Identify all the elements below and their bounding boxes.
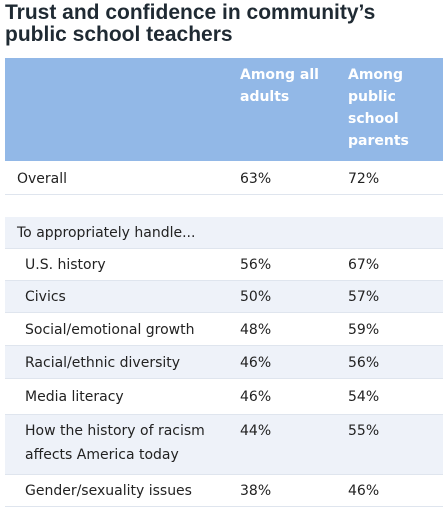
cell-value: 56% (240, 257, 272, 273)
title: Trust and confidence in community’s publ… (5, 1, 376, 46)
cell-value: 54% (348, 389, 380, 405)
table-row: Social/emotional growth 48% 59% (5, 313, 443, 346)
cell-value: 72% (348, 171, 380, 187)
row-label: Gender/sexuality issues (25, 483, 192, 499)
cell-value: 67% (348, 257, 380, 273)
table-row: Gender/sexuality issues 38% 46% (5, 475, 443, 507)
table-row: U.S. history 56% 67% (5, 249, 443, 281)
row-label: Civics (25, 289, 66, 305)
row-label: Media literacy (25, 389, 124, 405)
cell-value: 44% (240, 423, 272, 439)
table-row: Racial/ethnic diversity 46% 56% (5, 346, 443, 379)
cell-value: 50% (240, 289, 272, 305)
cell-value: 55% (348, 423, 380, 439)
row-label: Racial/ethnic diversity (25, 354, 181, 371)
section-row: To appropriately handle... (5, 217, 443, 249)
table-header: Among all adults Among public school par… (5, 58, 443, 161)
column-header: Among all adults (240, 67, 319, 105)
cell-value: 59% (348, 321, 380, 338)
section-label: To appropriately handle... (17, 225, 196, 241)
cell-value: 57% (348, 289, 380, 305)
cell-value: 46% (348, 483, 380, 499)
cell-value: 56% (348, 354, 380, 371)
column-header: Among public school parents (348, 67, 409, 149)
table-row: Media literacy 46% 54% (5, 379, 443, 415)
table-row: How the history of racism affects Americ… (5, 415, 443, 475)
row-label: Social/emotional growth (25, 321, 195, 338)
cell-value: 38% (240, 483, 272, 499)
row-label: Overall (17, 171, 68, 187)
table-row: Overall 63% 72% (5, 163, 443, 195)
cell-value: 48% (240, 321, 272, 338)
row-label: U.S. history (25, 257, 106, 273)
row-label: How the history of racism affects Americ… (25, 423, 205, 463)
cell-value: 63% (240, 171, 272, 187)
cell-value: 46% (240, 354, 272, 371)
table-row: Civics 50% 57% (5, 281, 443, 313)
cell-value: 46% (240, 389, 272, 405)
